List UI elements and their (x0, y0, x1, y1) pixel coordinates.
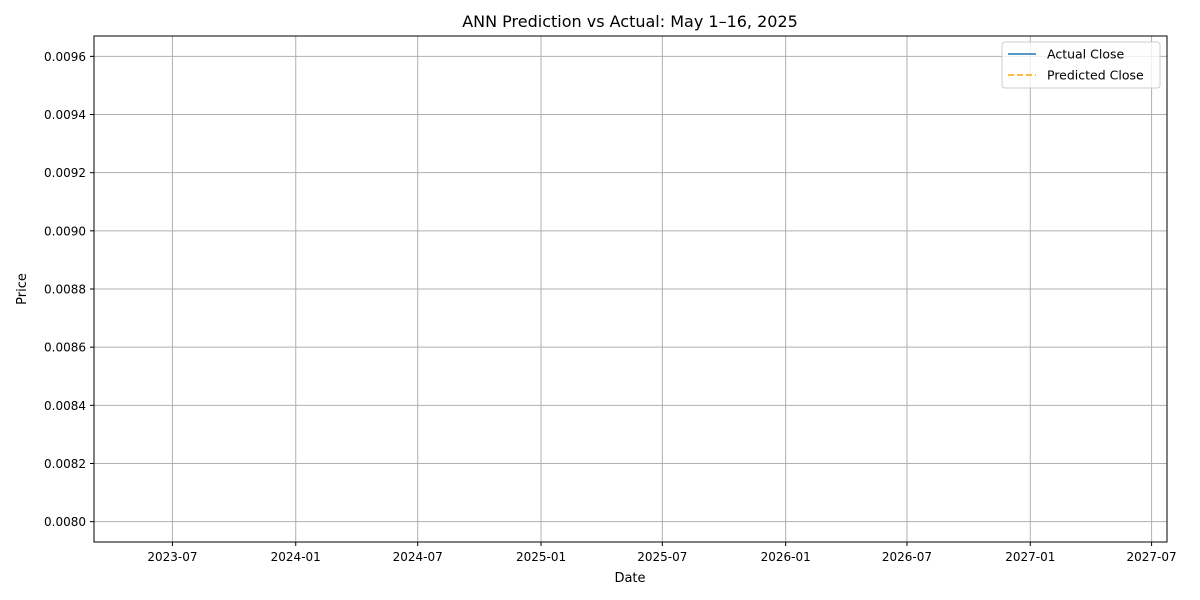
x-tick-label: 2026-01 (761, 550, 811, 564)
y-tick-label: 0.0090 (44, 224, 86, 238)
y-axis: 0.0080 0.0082 0.0084 0.0086 0.0088 0.0090 0.00… (44, 50, 94, 529)
chart-title: ANN Prediction vs Actual: May 1–16, 2025 (462, 12, 798, 31)
x-tick-label: 2025-01 (516, 550, 566, 564)
legend-label-1: Predicted Close (1047, 68, 1144, 83)
y-axis-label: Price (15, 273, 30, 305)
y-tick-label: 0.0082 (44, 457, 86, 471)
x-tick-label: 2026-07 (882, 550, 932, 564)
x-tick-label: 2025-07 (637, 550, 687, 564)
y-tick-label: 0.0088 (44, 283, 86, 297)
x-tick-label: 2027-01 (1005, 550, 1055, 564)
y-tick-label: 0.0080 (44, 515, 86, 529)
legend-label-0: Actual Close (1047, 47, 1124, 62)
legend-box (1001, 41, 1161, 89)
x-tick-label: 2024-01 (271, 550, 321, 564)
y-tick-label: 0.0084 (44, 399, 86, 413)
y-tick-label: 0.0086 (44, 341, 86, 355)
legend: Actual Close Predicted Close (1001, 41, 1161, 89)
grid-lines (94, 36, 1167, 542)
x-axis-label: Date (614, 571, 645, 586)
x-tick-label: 2023-07 (147, 550, 197, 564)
x-axis: 2023-07 2024-01 2024-07 2025-01 2025-07 2026-… (147, 542, 1177, 564)
y-tick-label: 0.0094 (44, 108, 86, 122)
y-tick-label: 0.0096 (44, 50, 86, 64)
x-tick-label: 2024-07 (393, 550, 443, 564)
x-tick-label: 2027-07 (1127, 550, 1177, 564)
y-tick-label: 0.0092 (44, 166, 86, 180)
